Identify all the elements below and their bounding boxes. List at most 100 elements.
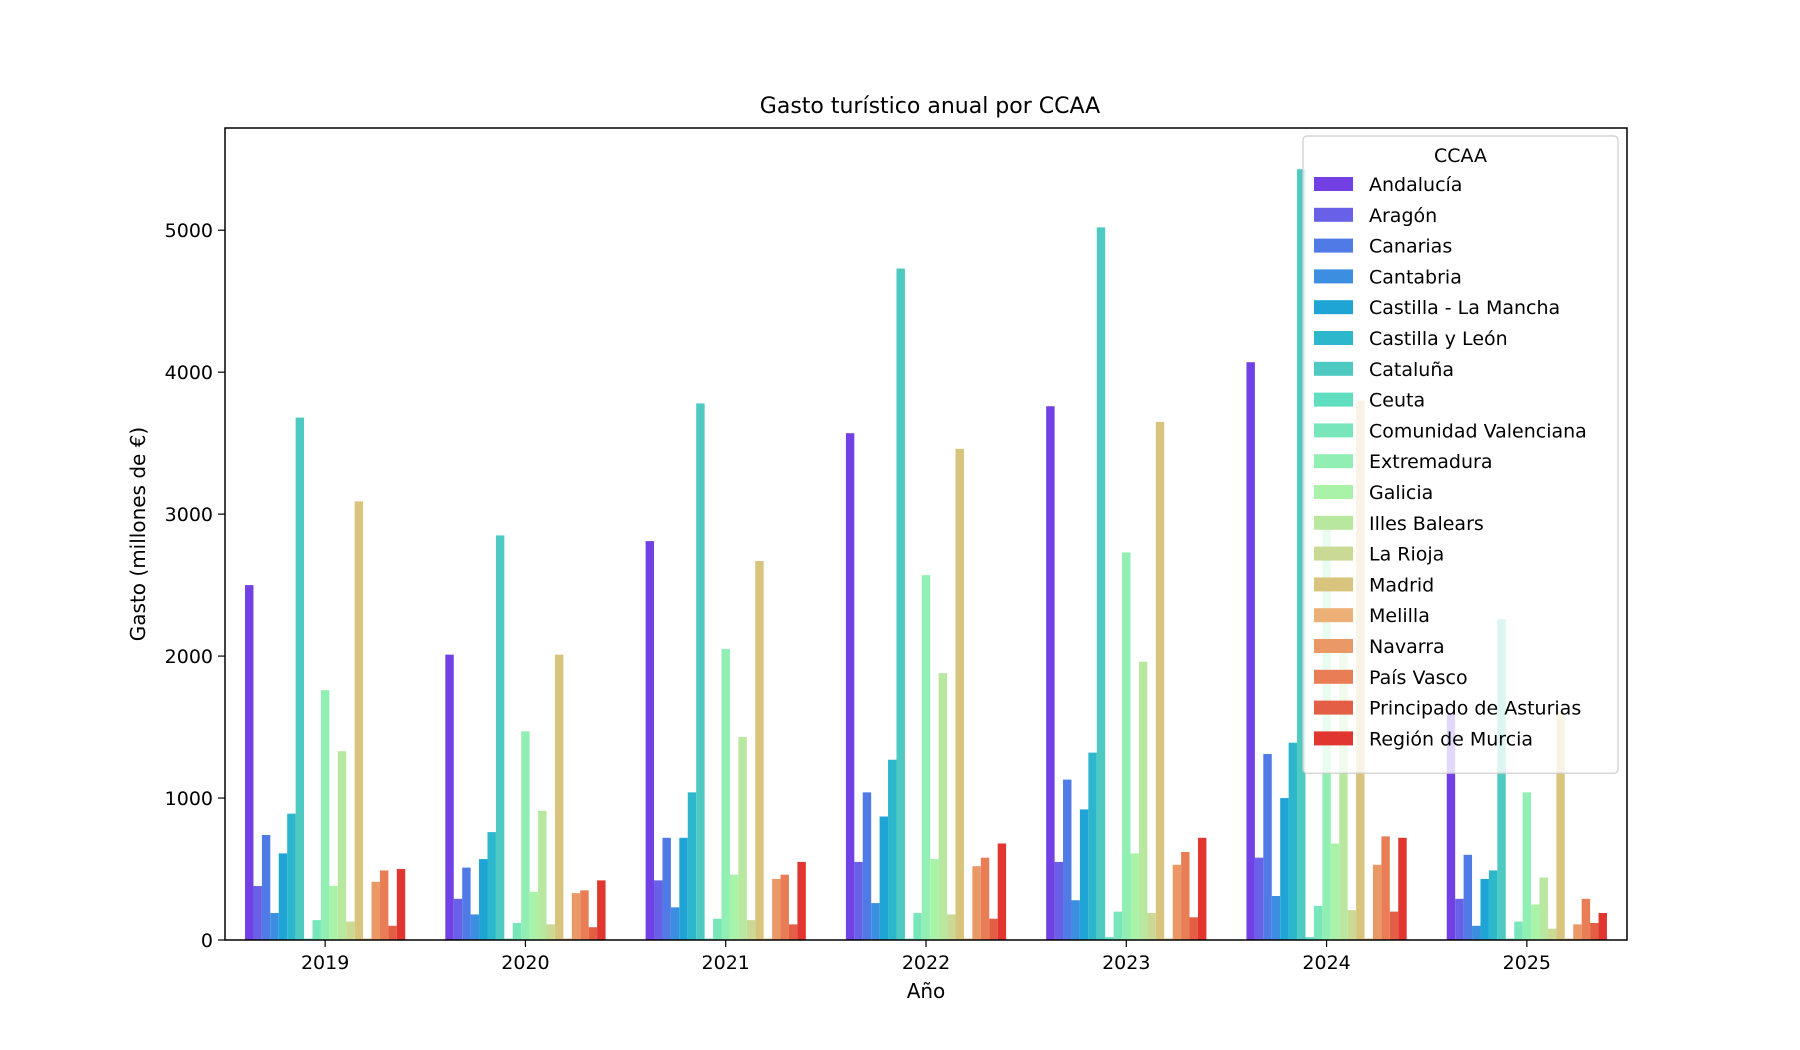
bar xyxy=(1189,917,1198,940)
x-tick-label: 2022 xyxy=(902,952,950,974)
y-tick-label: 5000 xyxy=(165,220,213,242)
bar xyxy=(645,541,655,940)
bar xyxy=(713,918,722,940)
bar xyxy=(738,737,747,940)
y-tick-label: 0 xyxy=(201,930,213,952)
bar xyxy=(1147,913,1156,940)
bar xyxy=(388,925,397,940)
bar xyxy=(479,859,488,940)
bar xyxy=(495,535,505,940)
bar xyxy=(521,731,530,940)
legend-swatch xyxy=(1314,669,1353,684)
bar xyxy=(1280,798,1289,940)
bar xyxy=(487,832,496,940)
bar xyxy=(445,654,454,940)
bar xyxy=(1389,911,1399,940)
legend-swatch xyxy=(1314,392,1353,407)
y-tick-label: 2000 xyxy=(165,646,213,668)
bar xyxy=(1547,928,1557,940)
bar xyxy=(588,927,598,940)
legend-entry: Madrid xyxy=(1369,574,1434,596)
bar xyxy=(879,816,889,940)
legend-swatch xyxy=(1314,485,1353,499)
bar xyxy=(1539,877,1548,940)
legend-entry: Galicia xyxy=(1369,482,1433,504)
legend-swatch xyxy=(1314,731,1353,746)
bar xyxy=(1347,910,1357,940)
bar xyxy=(755,560,764,940)
bar xyxy=(1088,752,1097,940)
legend-title: CCAA xyxy=(1434,145,1487,167)
bar xyxy=(580,890,589,940)
bar xyxy=(597,880,606,940)
bar xyxy=(1497,619,1506,940)
legend-entry: Ceuta xyxy=(1369,390,1425,412)
legend-box xyxy=(1302,135,1619,774)
bar xyxy=(546,924,555,940)
bar xyxy=(1480,878,1489,940)
bar xyxy=(772,878,781,940)
bar xyxy=(1398,837,1407,940)
bar xyxy=(687,792,697,940)
legend-swatch xyxy=(1314,577,1353,592)
legend-swatch xyxy=(1314,515,1353,530)
bar xyxy=(1313,905,1323,940)
bar xyxy=(529,891,539,940)
bar xyxy=(1079,809,1089,940)
y-tick-label: 3000 xyxy=(165,504,213,526)
bar xyxy=(346,921,355,940)
bar xyxy=(729,874,739,940)
bar xyxy=(1330,843,1340,940)
legend-swatch xyxy=(1314,546,1353,561)
bar xyxy=(1138,661,1148,940)
bar xyxy=(287,813,296,940)
bar xyxy=(261,834,271,940)
bar xyxy=(1172,864,1182,940)
bar xyxy=(1339,639,1348,940)
bar xyxy=(1063,779,1072,940)
legend-entry: La Rioja xyxy=(1369,544,1444,566)
bar xyxy=(788,924,798,940)
bar xyxy=(1472,925,1481,940)
legend-swatch xyxy=(1314,423,1353,438)
bar xyxy=(1271,895,1281,940)
bar xyxy=(696,403,705,940)
legend-entry: Principado de Asturias xyxy=(1369,698,1581,720)
bar xyxy=(980,857,990,940)
bar xyxy=(371,881,380,940)
bar xyxy=(989,918,998,940)
legend-entry: Aragón xyxy=(1369,205,1437,227)
bar xyxy=(1590,922,1599,940)
bar xyxy=(320,690,330,940)
bar xyxy=(854,861,863,940)
legend-swatch xyxy=(1314,207,1353,222)
bar xyxy=(913,913,922,940)
bar xyxy=(1372,864,1382,940)
legend: CCAA Andalucía Aragón Canarias Cantabria Cast… xyxy=(1302,135,1619,774)
legend-swatch xyxy=(1314,700,1353,715)
legend-entry: Melilla xyxy=(1369,605,1430,627)
legend-entry: País Vasco xyxy=(1369,667,1468,689)
bar xyxy=(972,866,981,940)
bar xyxy=(278,853,288,940)
bar xyxy=(938,673,948,940)
bar xyxy=(1263,754,1272,940)
bar xyxy=(538,810,547,940)
bar xyxy=(1556,711,1565,940)
bar xyxy=(1181,851,1190,940)
bar xyxy=(270,913,279,940)
bar xyxy=(955,448,964,940)
bar xyxy=(1046,406,1055,940)
bar xyxy=(670,907,680,940)
bar xyxy=(780,874,789,940)
bar xyxy=(1488,870,1498,940)
legend-swatch xyxy=(1314,331,1353,345)
bar xyxy=(797,861,806,940)
x-tick-label: 2019 xyxy=(301,952,349,974)
legend-entry: Illes Balears xyxy=(1369,513,1484,535)
bar xyxy=(1297,169,1306,941)
x-axis: 2019 2020 2021 2022 2023 2024 2025 xyxy=(301,940,1551,974)
legend-entry: Castilla y León xyxy=(1369,328,1508,350)
x-tick-label: 2020 xyxy=(501,952,549,974)
